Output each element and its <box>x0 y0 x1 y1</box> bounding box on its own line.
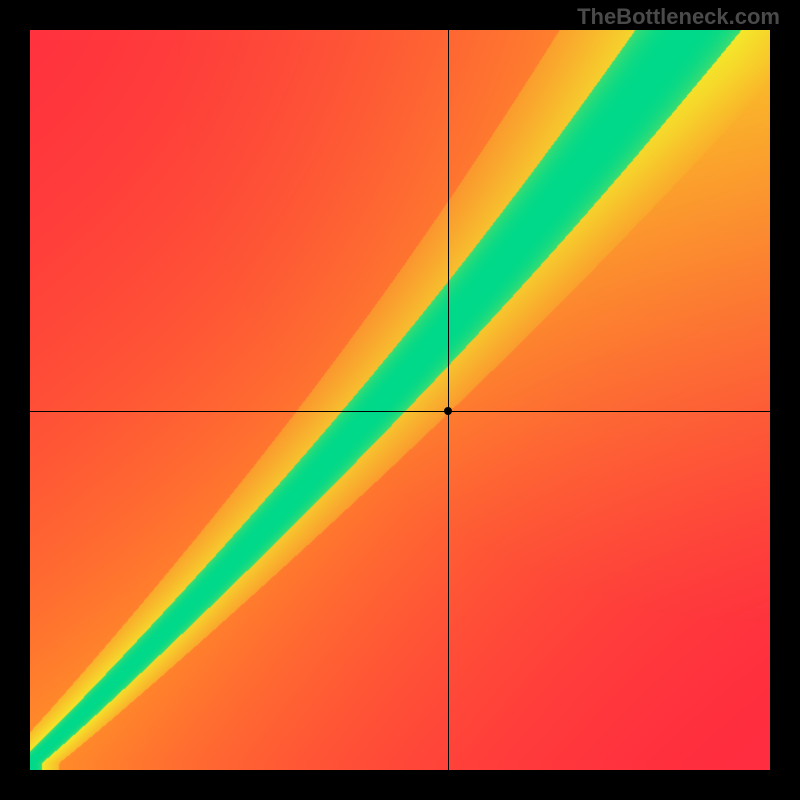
crosshair-horizontal <box>30 411 770 412</box>
watermark-text: TheBottleneck.com <box>577 4 780 30</box>
heatmap-chart <box>30 30 770 770</box>
heatmap-canvas <box>30 30 770 770</box>
crosshair-vertical <box>448 30 449 770</box>
marker-dot <box>444 407 452 415</box>
